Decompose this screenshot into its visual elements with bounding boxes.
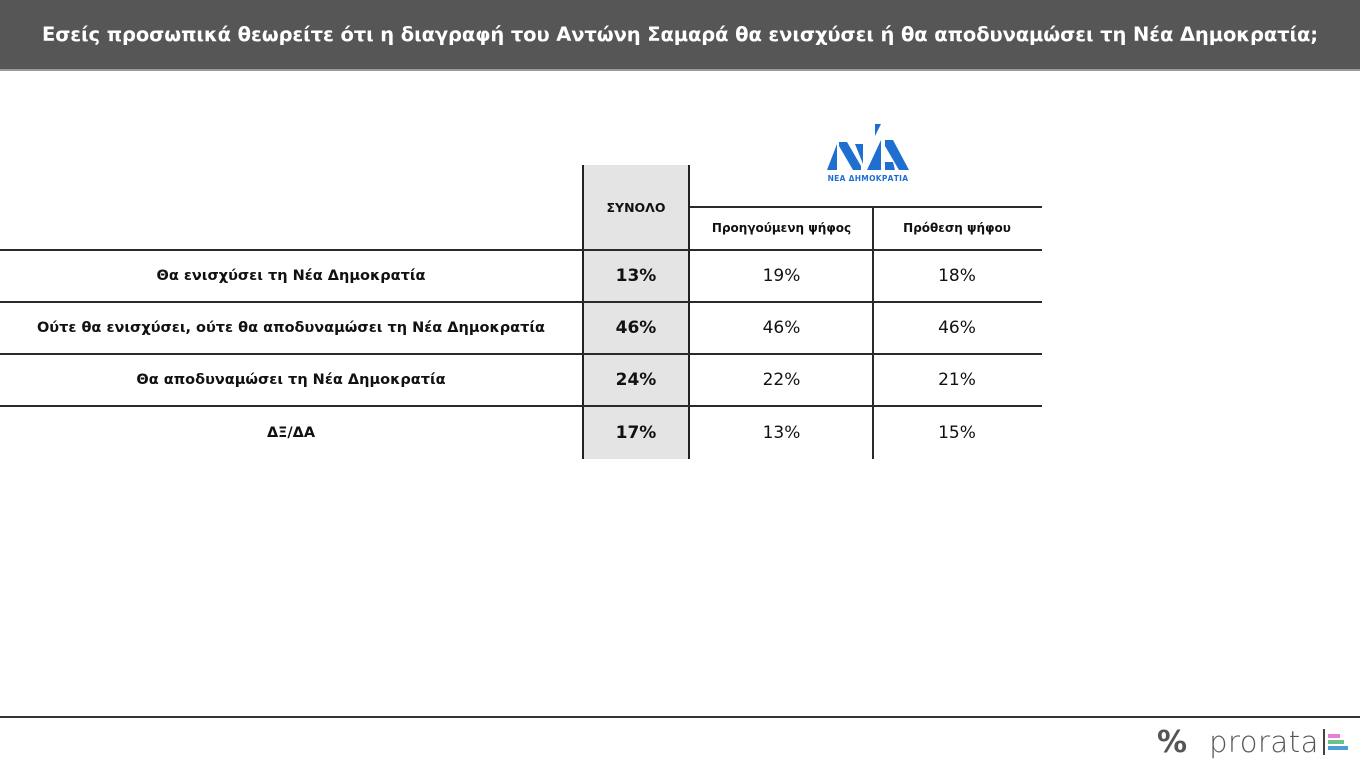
footer-divider [0, 716, 1360, 718]
total-value: 13% [615, 266, 657, 286]
row-divider-line [0, 405, 1042, 407]
vote-intention-value: 15% [938, 423, 976, 443]
row-divider-line [0, 249, 1042, 251]
brand-bar-icon [1322, 729, 1325, 755]
column-divider-line [872, 206, 874, 459]
previous-vote-value: 13% [762, 423, 801, 443]
brand-name: prorata [1209, 725, 1319, 759]
row-label: Θα αποδυναμώσει τη Νέα Δημοκρατία [136, 372, 446, 388]
row-divider-line [0, 353, 1042, 355]
previous-vote-value: 19% [762, 266, 801, 286]
row-divider-line [0, 301, 1042, 303]
vote-intention-value: 46% [938, 318, 976, 338]
brand-bars-icon [1327, 734, 1348, 750]
row-label: Θα ενισχύσει τη Νέα Δημοκρατία [156, 268, 426, 284]
page-header: Εσείς προσωπικά θεωρείτε ότι η διαγραφή … [0, 0, 1360, 71]
nd-logo-text: ΝΕΑ ΔΗΜΟΚΡΑΤΙΑ [827, 174, 909, 183]
total-value: 17% [615, 423, 657, 443]
row-label: ΔΞ/ΔΑ [266, 425, 316, 441]
previous-vote-header: Προηγούμενη ψήφος [711, 221, 852, 235]
page-title: Εσείς προσωπικά θεωρείτε ότι η διαγραφή … [41, 23, 1319, 46]
header-divider-line [690, 206, 1042, 208]
nd-party-logo: ΝΕΑ ΔΗΜΟΚΡΑΤΙΑ [822, 122, 914, 188]
vote-intention-header: Πρόθεση ψήφου [903, 221, 1011, 235]
prorata-logo: % prorata [1157, 722, 1348, 762]
total-value: 24% [615, 370, 657, 390]
percent-icon: % [1157, 724, 1188, 760]
total-column-background [582, 165, 690, 459]
total-column-header: ΣΥΝΟΛΟ [606, 199, 666, 215]
vote-intention-value: 21% [938, 370, 976, 390]
previous-vote-value: 22% [762, 370, 801, 390]
previous-vote-value: 46% [762, 318, 801, 338]
row-label: Ούτε θα ενισχύσει, ούτε θα αποδυναμώσει … [36, 320, 545, 336]
vote-intention-value: 18% [938, 266, 976, 286]
total-value: 46% [615, 318, 657, 338]
nd-logo-icon [827, 124, 909, 170]
